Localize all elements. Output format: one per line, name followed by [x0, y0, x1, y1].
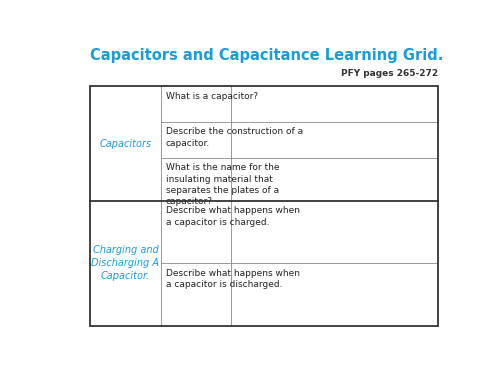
Text: Describe the construction of a
capacitor.: Describe the construction of a capacitor… [166, 127, 303, 148]
Text: Charging and
Discharging A
Capacitor.: Charging and Discharging A Capacitor. [92, 245, 160, 281]
Text: What is the name for the
insulating material that
separates the plates of a
capa: What is the name for the insulating mate… [166, 163, 280, 207]
Text: Capacitors and Capacitance Learning Grid.: Capacitors and Capacitance Learning Grid… [90, 47, 443, 63]
Text: Capacitors: Capacitors [100, 139, 152, 149]
Text: PFY pages 265-272: PFY pages 265-272 [341, 69, 438, 78]
Text: Describe what happens when
a capacitor is charged.: Describe what happens when a capacitor i… [166, 206, 300, 227]
Text: What is a capacitor?: What is a capacitor? [166, 92, 258, 101]
Text: Describe what happens when
a capacitor is discharged.: Describe what happens when a capacitor i… [166, 269, 300, 289]
